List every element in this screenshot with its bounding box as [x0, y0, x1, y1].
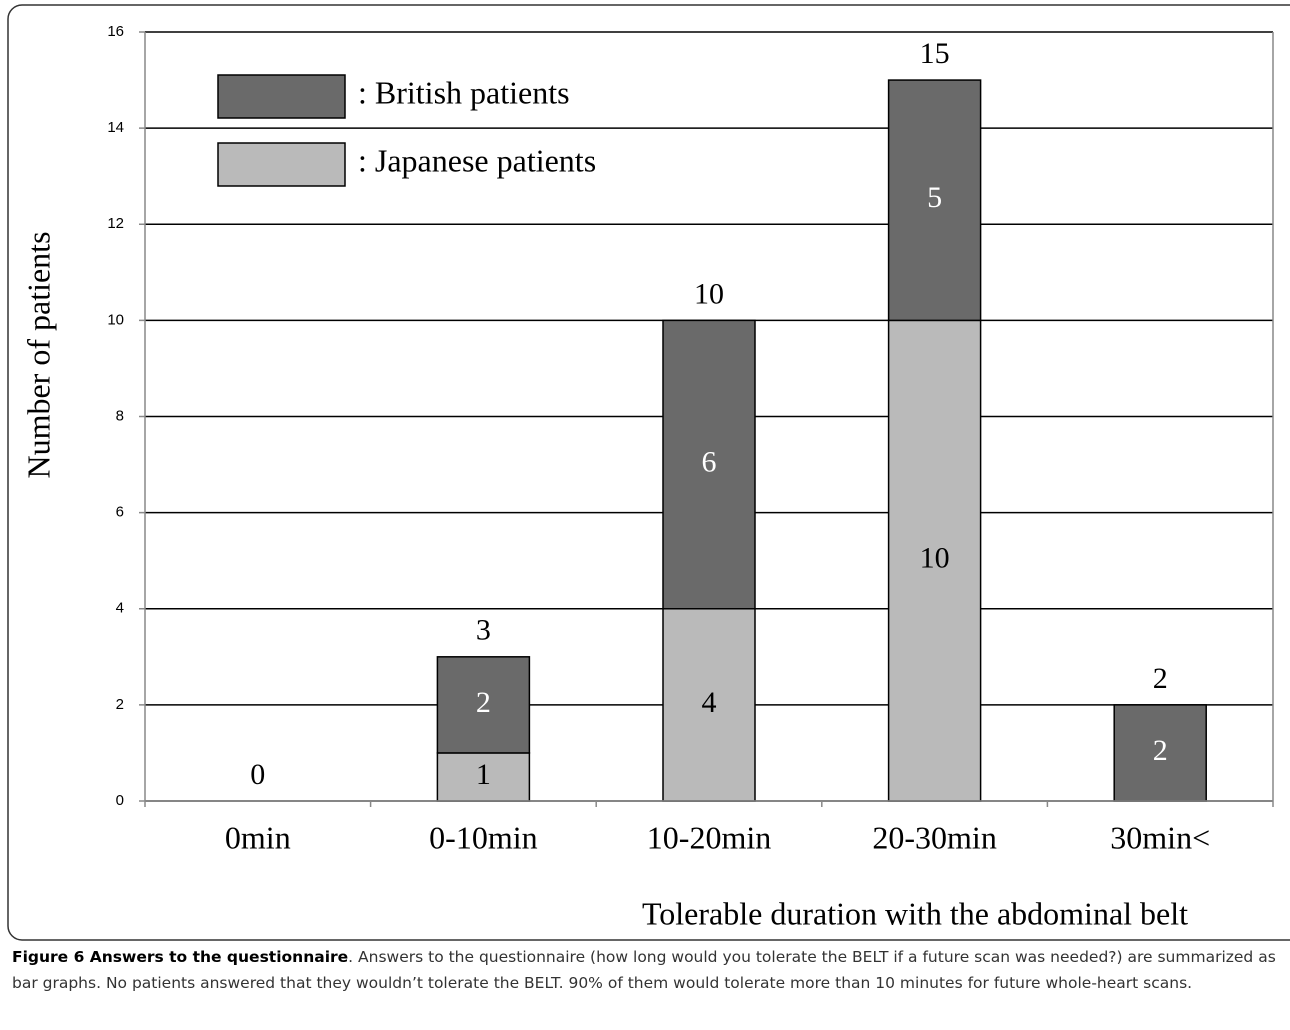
total-label: 3	[476, 614, 491, 647]
segment-label: 1	[476, 758, 491, 791]
x-axis-label: Tolerable duration with the abdominal be…	[642, 895, 1188, 931]
y-tick-label: 6	[116, 504, 124, 521]
y-tick-label: 8	[116, 407, 124, 424]
bar-segment	[887, 319, 982, 802]
segment-label: 6	[702, 445, 717, 478]
y-tick-label: 0	[116, 792, 124, 809]
bar-segment	[662, 319, 756, 610]
legend-swatch	[217, 142, 346, 187]
y-tick-label: 4	[116, 600, 124, 617]
x-tick-label: 30min<	[1110, 819, 1210, 855]
total-label: 2	[1153, 662, 1168, 695]
y-axis-label: Number of patients	[20, 231, 56, 478]
y-tick-label: 14	[107, 119, 124, 136]
frame	[7, 4, 1290, 941]
legend-label: : British patients	[358, 74, 570, 110]
segment-label: 10	[920, 542, 950, 575]
total-label: 10	[694, 277, 724, 310]
bar-segment	[436, 656, 531, 754]
total-label: 15	[920, 37, 950, 70]
bar-segment	[887, 79, 982, 322]
x-tick-label: 0min	[225, 819, 291, 855]
y-tick-label: 10	[107, 311, 124, 328]
segment-label: 2	[476, 686, 491, 719]
caption-label: Figure 6 Answers to the questionnaire	[12, 948, 349, 966]
x-tick-label: 10-20min	[647, 819, 771, 855]
x-tick-label: 20-30min	[872, 819, 996, 855]
caption-text: . Answers to the questionnaire (how long…	[12, 948, 1276, 992]
legend-label: : Japanese patients	[358, 142, 596, 178]
legend-swatch	[217, 74, 346, 119]
segment-label: 2	[1153, 734, 1168, 767]
x-tick-label: 0-10min	[429, 819, 537, 855]
total-label: 0	[250, 758, 265, 791]
y-tick-label: 16	[107, 23, 124, 40]
segment-label: 4	[702, 686, 717, 719]
segment-label: 5	[927, 181, 942, 214]
y-tick-label: 12	[107, 215, 124, 232]
caption: Figure 6 Answers to the questionnaire. A…	[12, 944, 1284, 996]
y-tick-label: 2	[116, 696, 124, 713]
